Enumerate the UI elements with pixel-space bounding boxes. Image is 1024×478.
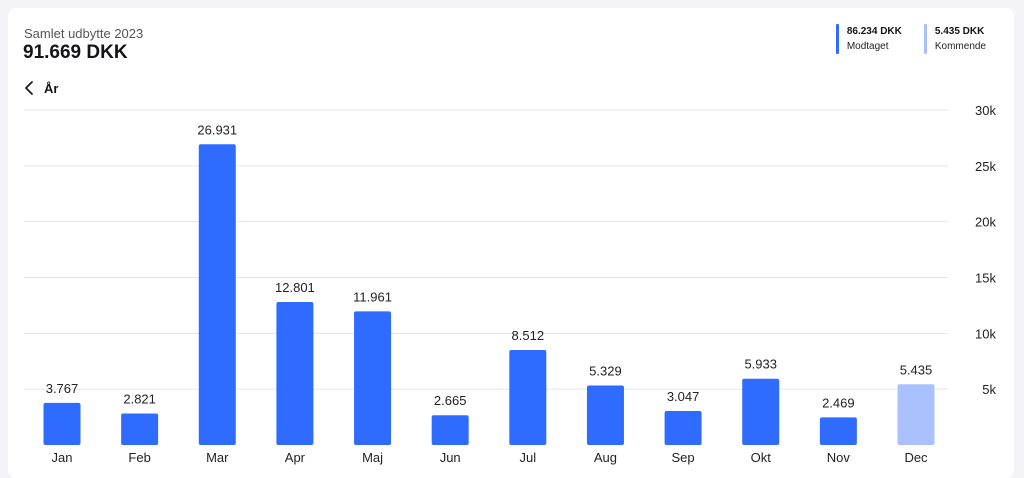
data-label: 12.801 [275, 280, 315, 295]
data-label: 2.821 [123, 391, 156, 406]
legend-swatch-received [835, 24, 839, 54]
legend-label-upcoming: Kommende [934, 41, 986, 52]
x-tick-label: Dec [904, 450, 928, 465]
x-tick-label: Aug [594, 450, 617, 465]
y-tick-label: 10k [975, 326, 996, 341]
legend-item-received: 86.234 DKK Modtaget [835, 24, 902, 54]
legend-item-upcoming: 5.435 DKK Kommende [923, 24, 986, 54]
back-label: År [44, 80, 59, 96]
data-label: 26.931 [197, 122, 237, 137]
bar-apr [276, 302, 314, 445]
x-tick-label: Sep [672, 450, 695, 465]
data-label: 5.329 [589, 363, 622, 378]
x-tick-label: Apr [285, 450, 306, 465]
data-label: 8.512 [512, 328, 545, 343]
data-label: 3.047 [667, 389, 700, 404]
back-to-year-button[interactable]: År [24, 80, 58, 96]
data-label: 5.435 [900, 362, 933, 377]
data-label: 3.767 [46, 381, 79, 396]
bar-aug [586, 385, 624, 445]
y-tick-label: 15k [975, 271, 996, 286]
dividend-card: Samlet udbytte 2023 91.669 DKK 86.234 DK… [8, 8, 1014, 478]
total-dividend: 91.669 DKK [23, 42, 128, 63]
y-tick-label: 25k [975, 159, 996, 174]
legend-swatch-upcoming [923, 24, 927, 54]
chart-subtitle: Samlet udbytte 2023 [24, 26, 144, 41]
y-tick-label: 30k [975, 103, 996, 118]
bar-mar [198, 144, 236, 445]
x-tick-label: Okt [751, 450, 772, 465]
bar-jul [509, 349, 547, 445]
y-tick-label: 5k [982, 382, 996, 397]
data-label: 5.933 [744, 357, 777, 372]
legend-value-received: 86.234 DKK [846, 26, 902, 37]
bar-dec [897, 384, 935, 445]
x-tick-label: Jan [52, 450, 73, 465]
legend-label-received: Modtaget [846, 41, 889, 52]
bar-maj [354, 311, 392, 445]
chart-legend: 86.234 DKK Modtaget 5.435 DKK Kommende [835, 24, 986, 54]
legend-value-upcoming: 5.435 DKK [934, 26, 985, 37]
x-tick-label: Feb [128, 450, 150, 465]
bar-nov [819, 417, 857, 445]
data-label: 11.961 [353, 289, 392, 304]
x-tick-label: Maj [362, 450, 383, 465]
data-label: 2.469 [822, 395, 855, 410]
bar-jun [431, 415, 469, 445]
bar-feb [121, 413, 159, 445]
x-tick-label: Jun [440, 450, 461, 465]
bar-okt [742, 378, 780, 445]
dividend-bar-chart: 5k 10k 15k 20k 25k 30k 3.767 Jan 2.821 Feb 26.931 M… [24, 103, 996, 465]
chevron-left-icon [24, 80, 34, 96]
bar-sep [664, 410, 702, 445]
y-tick-label: 20k [975, 215, 996, 230]
x-tick-label: Nov [827, 450, 851, 465]
x-tick-label: Mar [206, 450, 229, 465]
bar-jan [43, 402, 81, 445]
data-label: 2.665 [434, 393, 467, 408]
x-tick-label: Jul [520, 450, 537, 465]
